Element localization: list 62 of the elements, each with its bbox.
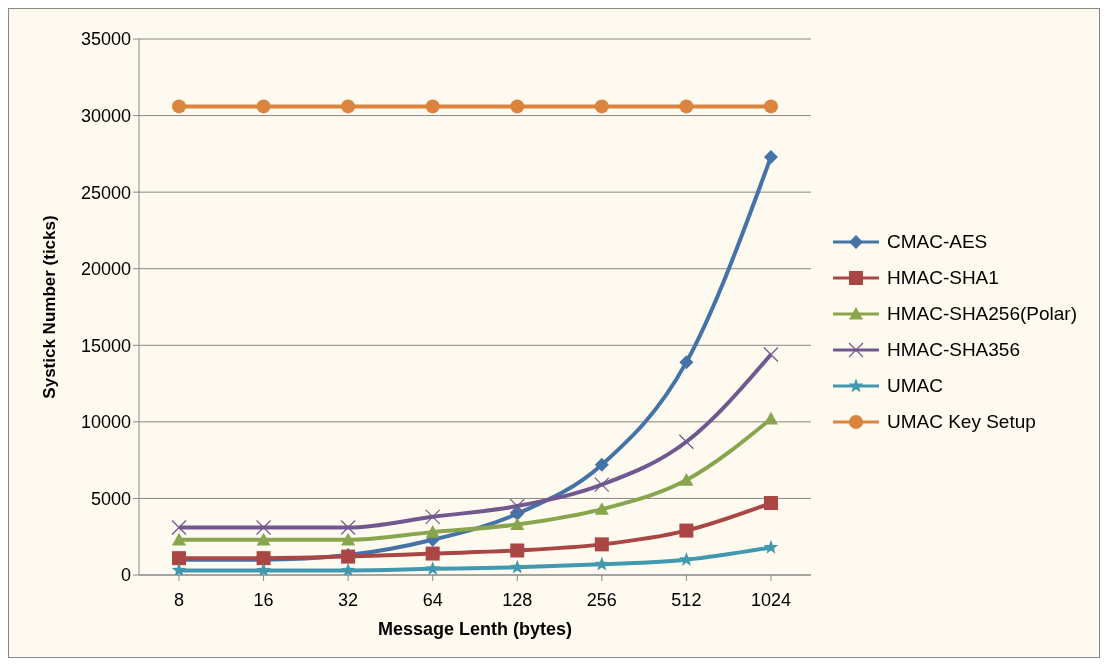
x-tick-label: 128 — [502, 589, 533, 610]
point — [425, 525, 440, 538]
point — [679, 551, 694, 566]
x-tick-label: 256 — [586, 589, 617, 610]
point — [256, 562, 271, 575]
point — [510, 543, 525, 558]
point — [425, 561, 441, 575]
point — [679, 473, 694, 486]
x-tick-label: 64 — [422, 589, 443, 610]
y-tick-label: 35000 — [80, 29, 131, 50]
x-tick-label: 1024 — [750, 589, 791, 610]
y-tick-label: 5000 — [90, 488, 131, 509]
y-tick-label: 30000 — [80, 105, 131, 126]
point — [255, 519, 272, 536]
legend-label: HMAC-SHA356 — [886, 339, 1020, 361]
legend-label: CMAC-AES — [886, 231, 988, 253]
legend-label: UMAC — [886, 375, 943, 397]
y-tick-label: 15000 — [80, 335, 131, 356]
point — [425, 99, 440, 114]
point — [763, 496, 778, 511]
point — [594, 99, 609, 114]
point — [594, 457, 609, 472]
y-tick-label: 25000 — [80, 182, 131, 203]
point — [763, 346, 779, 363]
x-tick-label: 512 — [671, 589, 702, 610]
x-axis-title: Message Lenth (bytes) — [377, 619, 572, 639]
point — [510, 99, 525, 114]
point — [341, 532, 356, 546]
x-tick-label: 8 — [173, 589, 185, 610]
point — [340, 519, 356, 536]
point — [679, 355, 694, 370]
point — [763, 539, 779, 554]
point — [509, 559, 525, 574]
point — [510, 517, 525, 531]
legend-label: HMAC-SHA256(Polar) — [886, 303, 1077, 325]
x-tick-label: 32 — [338, 589, 359, 610]
point — [256, 532, 271, 546]
point — [425, 546, 440, 561]
point — [679, 523, 694, 538]
y-axis-title: Systick Number (ticks) — [40, 215, 60, 399]
y-tick-label: 20000 — [80, 259, 131, 280]
point — [172, 99, 186, 114]
point — [256, 99, 271, 114]
point — [763, 99, 778, 114]
point — [594, 502, 609, 515]
x-tick-label: 16 — [253, 589, 274, 610]
point — [425, 509, 441, 525]
point — [679, 99, 694, 114]
legend-label: UMAC Key Setup — [886, 411, 1036, 433]
point — [340, 562, 356, 575]
point — [594, 477, 610, 493]
point — [594, 537, 609, 552]
point — [509, 498, 525, 514]
point — [172, 532, 186, 546]
point — [171, 562, 187, 575]
y-tick-label: 0 — [120, 565, 131, 586]
point — [763, 149, 778, 164]
legend-label: HMAC-SHA1 — [886, 267, 999, 289]
point — [341, 99, 356, 114]
point — [171, 519, 187, 536]
point — [594, 556, 610, 571]
y-tick-label: 10000 — [80, 412, 131, 433]
